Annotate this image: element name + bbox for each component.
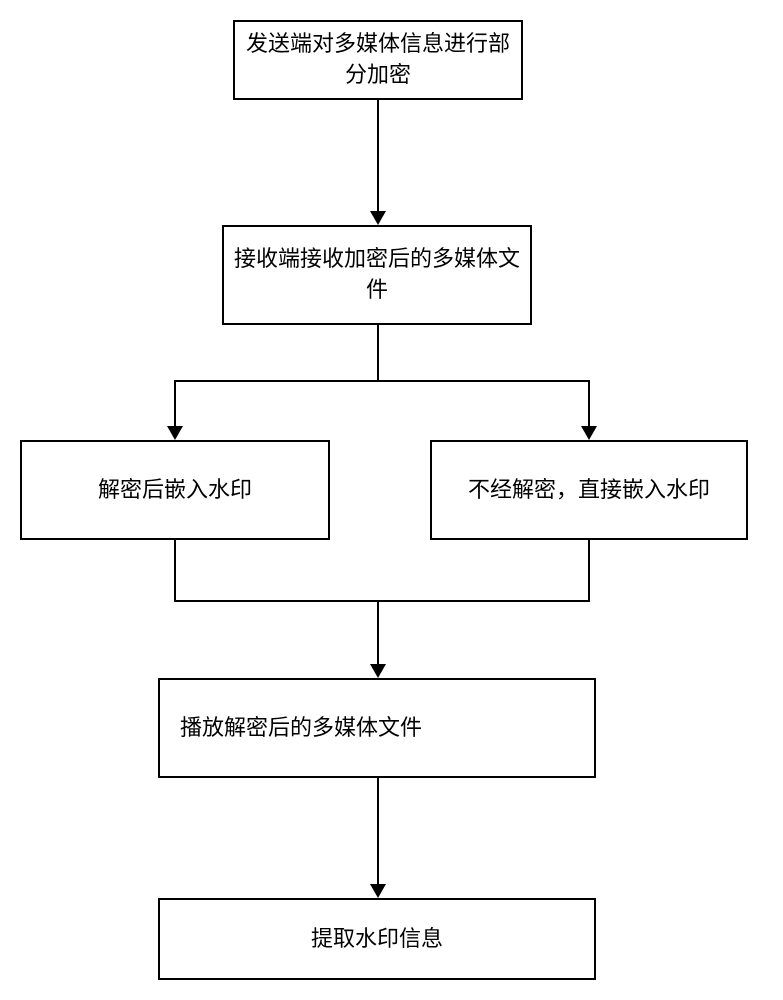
node-receive: 接收端接收加密后的多媒体文件 <box>222 225 532 325</box>
node-direct-watermark: 不经解密，直接嵌入水印 <box>430 440 748 540</box>
edge-merge-left-v <box>174 540 176 600</box>
node-label: 提取水印信息 <box>311 924 443 955</box>
edge-1-2 <box>377 100 379 211</box>
node-label: 解密后嵌入水印 <box>98 475 252 506</box>
node-encrypt: 发送端对多媒体信息进行部分加密 <box>233 20 523 100</box>
edge-merge-h <box>174 600 590 602</box>
node-extract: 提取水印信息 <box>158 898 596 980</box>
edge-split-h <box>174 380 590 382</box>
flowchart-container: 发送端对多媒体信息进行部分加密 接收端接收加密后的多媒体文件 解密后嵌入水印 不… <box>0 0 783 1000</box>
edge-2-split-v <box>377 325 379 380</box>
node-play: 播放解密后的多媒体文件 <box>158 678 596 778</box>
arrow-1-2 <box>370 211 386 225</box>
arrow-merge <box>370 664 386 678</box>
arrow-5-6 <box>370 884 386 898</box>
edge-split-left-v <box>174 380 176 426</box>
arrow-split-right <box>581 426 597 440</box>
node-label: 接收端接收加密后的多媒体文件 <box>232 244 522 306</box>
edge-split-right-v <box>588 380 590 426</box>
edge-merge-down <box>377 600 379 664</box>
node-label: 发送端对多媒体信息进行部分加密 <box>243 29 513 91</box>
edge-5-6 <box>377 778 379 884</box>
node-label: 不经解密，直接嵌入水印 <box>468 475 710 506</box>
arrow-split-left <box>167 426 183 440</box>
node-label: 播放解密后的多媒体文件 <box>180 713 422 744</box>
edge-merge-right-v <box>588 540 590 600</box>
node-decrypt-watermark: 解密后嵌入水印 <box>20 440 330 540</box>
